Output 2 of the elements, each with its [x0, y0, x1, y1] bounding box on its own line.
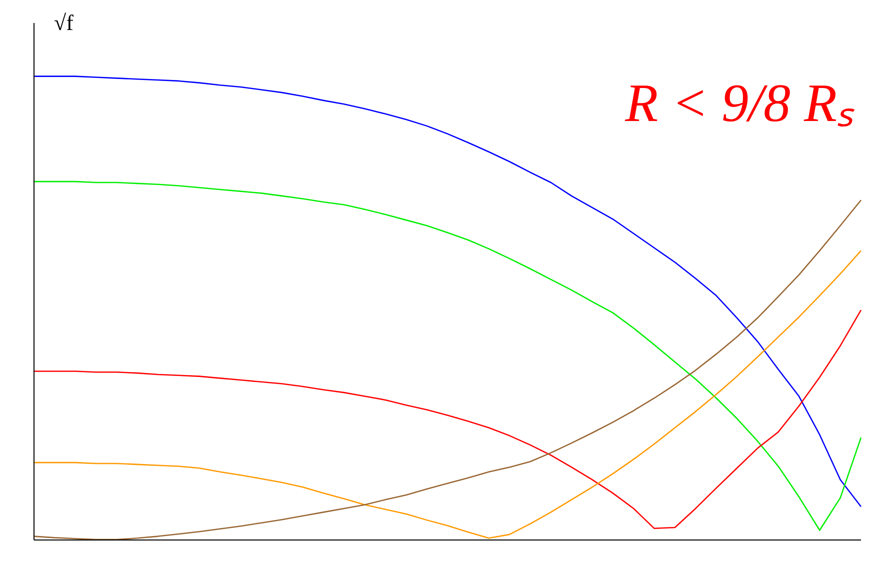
annotation: R < 9/8 Rₛ	[625, 72, 854, 135]
y-axis-title: √f	[54, 10, 74, 36]
